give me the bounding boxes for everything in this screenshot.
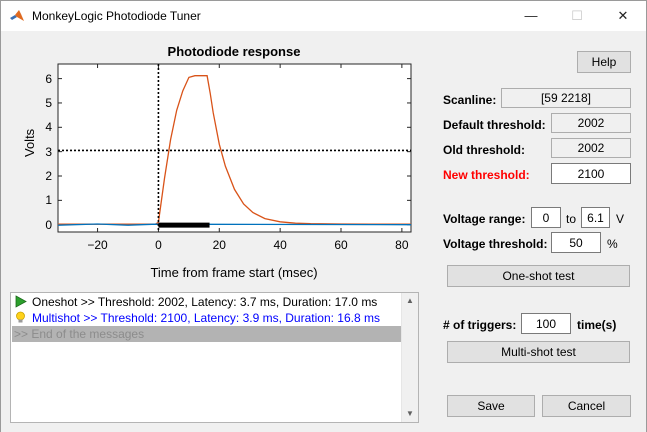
y-tick-label: 3 <box>45 144 52 159</box>
default-threshold-label: Default threshold: <box>443 118 546 132</box>
x-tick-label: 40 <box>273 238 287 252</box>
triggers-input[interactable] <box>521 313 571 334</box>
scanline-label: Scanline: <box>443 93 497 107</box>
y-tick-label: 5 <box>45 95 52 110</box>
new-threshold-label: New threshold: <box>443 168 530 182</box>
window-content: Photodiode response −20 0 20 40 60 80 0 1 2 3 4 5 6… <box>1 31 646 432</box>
x-tick-label: 80 <box>395 238 409 252</box>
y-tick-label: 2 <box>45 169 52 183</box>
y-axis-label: Volts <box>22 128 37 157</box>
message-item-selected[interactable]: >> End of the messages <box>12 326 402 342</box>
old-threshold-label: Old threshold: <box>443 143 525 157</box>
y-tick-label: 4 <box>45 120 52 135</box>
cancel-button[interactable]: Cancel <box>542 395 631 417</box>
maximize-button[interactable]: ☐ <box>571 8 583 23</box>
x-tick-label: 0 <box>155 238 162 252</box>
voltage-range-max-input[interactable] <box>581 207 610 228</box>
x-tick-label: 60 <box>334 238 348 252</box>
new-threshold-input[interactable] <box>551 163 631 184</box>
triggers-label: # of triggers: <box>443 318 517 332</box>
scroll-down-arrow-icon[interactable]: ▼ <box>406 409 414 418</box>
default-threshold-value: 2002 <box>551 113 631 133</box>
baseline-series-line <box>57 223 412 226</box>
scanline-value: [59 2218] <box>501 88 631 108</box>
scroll-up-arrow-icon[interactable]: ▲ <box>406 296 414 305</box>
help-button[interactable]: Help <box>577 51 631 73</box>
triggers-unit: time(s) <box>577 318 617 332</box>
message-text: >> End of the messages <box>14 327 145 341</box>
plot-title: Photodiode response <box>167 44 301 59</box>
play-icon <box>15 295 27 308</box>
save-button[interactable]: Save <box>447 395 535 417</box>
message-text: Oneshot >> Threshold: 2002, Latency: 3.7… <box>32 295 378 309</box>
plot-area <box>57 63 412 233</box>
y-tick-label: 0 <box>45 217 52 232</box>
close-button[interactable]: ✕ <box>617 8 629 23</box>
voltage-range-min-input[interactable] <box>531 207 561 228</box>
photodiode-series-line <box>58 75 411 225</box>
voltage-threshold-input[interactable] <box>551 232 601 253</box>
message-text: Multishot >> Threshold: 2100, Latency: 3… <box>32 311 380 325</box>
x-tick-label: 20 <box>212 238 226 252</box>
photodiode-plot <box>57 63 412 233</box>
x-axis-label: Time from frame start (msec) <box>150 265 318 280</box>
voltage-threshold-label: Voltage threshold: <box>443 237 548 251</box>
one-shot-test-button[interactable]: One-shot test <box>447 265 630 287</box>
x-tick-label: −20 <box>87 238 108 252</box>
message-scrollbar[interactable]: ▲ ▼ <box>401 293 418 422</box>
message-list[interactable]: Oneshot >> Threshold: 2002, Latency: 3.7… <box>10 292 419 423</box>
y-tick-label: 1 <box>45 193 52 208</box>
matlab-logo-icon <box>10 10 24 21</box>
title-bar[interactable]: MonkeyLogic Photodiode Tuner — ☐ ✕ <box>1 1 646 31</box>
lightbulb-icon <box>16 311 25 323</box>
voltage-range-to-text: to <box>566 212 577 226</box>
y-tick-label: 6 <box>45 71 52 86</box>
window-title: MonkeyLogic Photodiode Tuner <box>32 9 201 23</box>
old-threshold-value: 2002 <box>551 138 631 158</box>
voltage-range-label: Voltage range: <box>443 212 526 226</box>
multi-shot-test-button[interactable]: Multi-shot test <box>447 341 630 363</box>
voltage-threshold-unit: % <box>607 237 618 251</box>
minimize-button[interactable]: — <box>524 8 538 23</box>
voltage-range-unit: V <box>616 212 625 226</box>
